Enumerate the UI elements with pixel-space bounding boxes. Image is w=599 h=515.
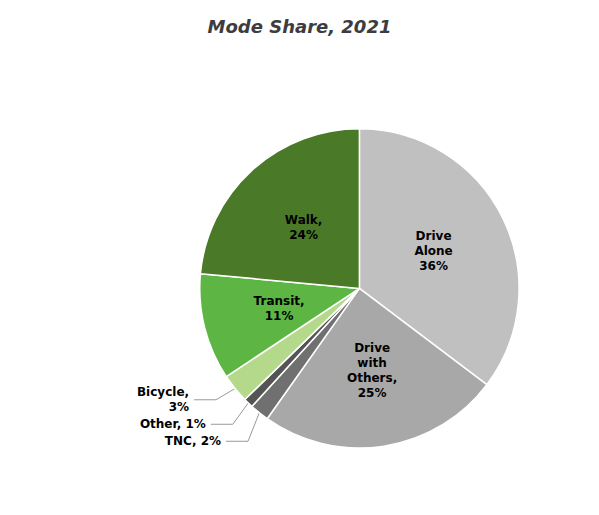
svg-text:Walk,: Walk, [285,213,323,227]
svg-text:Transit,: Transit, [254,294,305,308]
svg-text:36%: 36% [419,259,448,273]
svg-text:24%: 24% [289,228,318,242]
svg-text:Bicycle,: Bicycle, [137,385,189,399]
svg-text:25%: 25% [358,386,387,400]
svg-text:11%: 11% [265,309,294,323]
svg-text:Other, 1%: Other, 1% [140,417,206,431]
svg-text:Mode Share, 2021: Mode Share, 2021 [208,16,392,37]
svg-text:Drive: Drive [354,341,390,355]
svg-text:Drive: Drive [416,229,452,243]
svg-text:Alone: Alone [414,244,452,258]
svg-text:TNC, 2%: TNC, 2% [165,434,221,448]
svg-text:Others,: Others, [347,371,397,385]
svg-text:3%: 3% [169,400,189,414]
svg-text:with: with [357,356,386,370]
